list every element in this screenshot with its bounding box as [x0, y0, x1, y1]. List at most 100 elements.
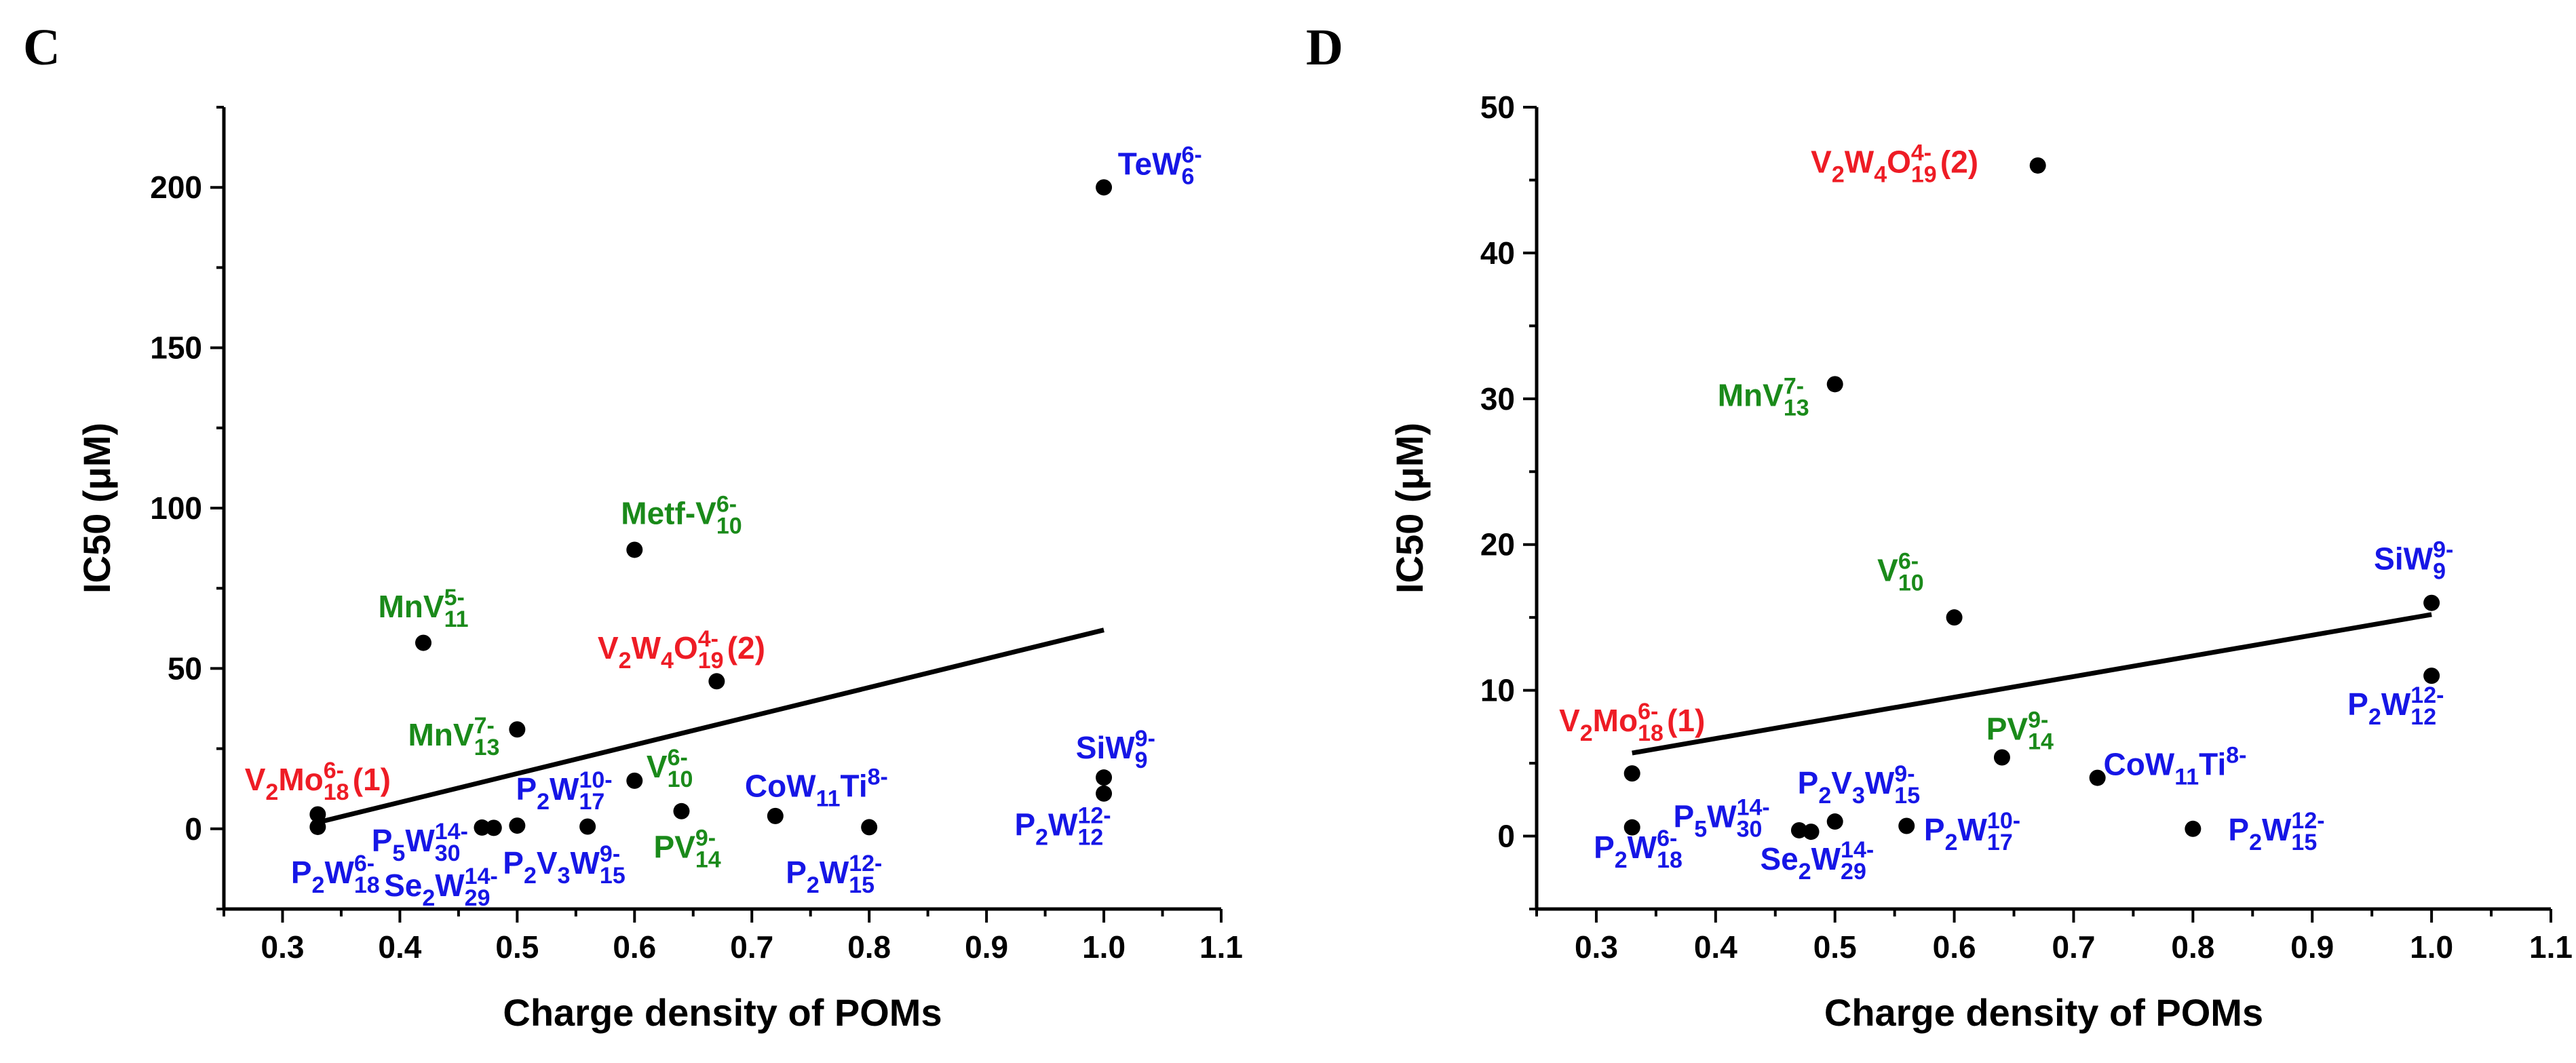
panel-d-x-tick-label: 0.5 [1813, 929, 1857, 965]
panel-c-data-point [309, 818, 326, 835]
panel-c-x-tick-label: 0.3 [261, 929, 304, 965]
panel-c-data-point [626, 772, 643, 789]
panel-c-data-point [579, 818, 596, 835]
panel-d-point-label: P2W1212- [2347, 682, 2444, 730]
panel-c-x-tick-label: 0.8 [847, 929, 891, 965]
panel-d-x-tick-label: 1.1 [2529, 929, 2573, 965]
panel-d-x-tick-label: 0.3 [1575, 929, 1618, 965]
panel-d-data-point [1898, 817, 1915, 834]
panel-c-point-label: V2W4O194- (2) [598, 626, 765, 674]
panel-d-y-tick-label: 0 [1497, 819, 1515, 854]
panel-c-data-point [708, 673, 725, 690]
panel-c-x-tick-label: 0.6 [613, 929, 656, 965]
panel-c-point-label: Metf-V106- [621, 492, 742, 539]
panel-d-data-point [1623, 819, 1640, 836]
panel-d-point-label: P5W3014- [1674, 795, 1770, 843]
panel-c-data-point [767, 807, 784, 824]
panel-c-x-tick-label: 0.5 [495, 929, 539, 965]
panel-d-y-tick-label: 50 [1480, 90, 1515, 125]
panel-c-point-label: P2W1212- [1014, 803, 1111, 850]
panel-d-point-label: P2W1512- [2228, 808, 2324, 855]
panel-c-x-tick-label: 0.9 [965, 929, 1008, 965]
panel-c-x-axis-title: Charge density of POMs [503, 991, 942, 1034]
panel-d-point-label: V2W4O194- (2) [1811, 140, 1978, 188]
panel-d-y-tick-label: 10 [1480, 673, 1515, 708]
panel-c-point-label: MnV115- [378, 585, 468, 632]
panel-c-point-label: P2V3W159- [503, 841, 625, 889]
panel-d-data-point [2423, 668, 2440, 684]
panel-d-x-tick-label: 0.7 [2052, 929, 2095, 965]
panel-d-data-point [1826, 376, 1843, 393]
panel-d-x-tick-label: 0.6 [1933, 929, 1976, 965]
panel-c-data-point [485, 819, 502, 836]
panel-c-y-tick-label: 50 [168, 651, 202, 686]
panel-c-point-label: V2Mo186- (1) [245, 758, 391, 805]
panel-c-data-point [509, 817, 526, 834]
panel-c-point-label: TeW66- [1118, 142, 1202, 189]
panel-c-point-label: V106- [647, 745, 693, 792]
panel-c-data-point [1096, 769, 1113, 786]
panel-d-y-tick-label: 20 [1480, 527, 1515, 562]
panel-c-point-label: MnV137- [408, 713, 499, 760]
panel-c-y-tick-label: 0 [185, 811, 202, 847]
panel-c-y-tick-label: 100 [150, 490, 202, 526]
panel-d-fit-line [1632, 612, 2432, 756]
panel-d-data-point [1623, 765, 1640, 782]
panel-d-point-label: V2Mo186- (1) [1559, 699, 1705, 746]
panel-d-point-label: PV149- [1986, 708, 2054, 755]
panel-c-data-point [1096, 179, 1113, 196]
panel-d-point-label: Se2W2914- [1760, 837, 1874, 885]
panel-d-point-label: CoW11Ti8- [2103, 742, 2246, 790]
panel-c-point-label: PV149- [654, 825, 721, 872]
panel-c-point-label: SiW99- [1076, 726, 1155, 773]
panel-c-point-label: P2W1512- [786, 851, 882, 898]
panel-d-data-point [2089, 769, 2106, 786]
panel-d-x-tick-label: 0.9 [2290, 929, 2334, 965]
panel-c-data-point [673, 803, 690, 819]
panel-d-letter: D [1306, 19, 1343, 76]
panel-c-point-label: P2W186- [291, 851, 380, 898]
panel-c-point-label: P2W1710- [516, 767, 612, 815]
panel-d-point-label: MnV137- [1718, 374, 1809, 421]
panel-c-y-tick-label: 150 [150, 330, 202, 366]
panel-d-data-point [1803, 824, 1820, 840]
panel-d-chart: D 0.3 0.4 0.5 0.6 0.7 0.8 0.9 1.0 1.1 0 10 20 30 40 50… [1306, 19, 2573, 1034]
panel-c-data-point [1096, 785, 1113, 802]
panel-d-x-tick-label: 0.8 [2171, 929, 2214, 965]
panel-c-point-label: P5W3014- [372, 819, 468, 866]
panel-d-y-tick-label: 30 [1480, 381, 1515, 417]
panel-c-data-point [309, 806, 326, 823]
panel-c-y-axis-title: IC50 (μM) [75, 423, 118, 594]
panel-c-letter: C [23, 19, 60, 76]
panel-d-point-label: P2V3W159- [1798, 761, 1920, 809]
panel-c-chart: C 0.3 0.4 0.5 0.6 0.7 0.8 0.9 1.0 1.1 0 50 100 150 20… [23, 19, 1243, 1034]
panel-d-data-point [2185, 820, 2202, 837]
panel-c-point-label: CoW11Ti8- [745, 765, 888, 812]
panel-d-data-point [1993, 749, 2010, 766]
panel-d-point-label: P2W186- [1594, 826, 1683, 873]
panel-c-x-tick-label: 1.0 [1082, 929, 1126, 965]
panel-c-fit-line [317, 627, 1104, 825]
panel-c-x-tick-label: 1.1 [1199, 929, 1243, 965]
panel-d-y-tick-label: 40 [1480, 235, 1515, 271]
panel-d-point-label: V106- [1877, 548, 1924, 596]
panel-c-data-point [626, 541, 643, 558]
panel-c-data-point [415, 634, 431, 651]
panel-c-y-tick-label: 200 [150, 170, 202, 205]
panel-d-data-point [1946, 609, 1963, 626]
panel-c-x-tick-label: 0.4 [378, 929, 421, 965]
panel-d-point-label: P2W1710- [1924, 808, 2020, 855]
panel-d-data-point [1826, 813, 1843, 830]
panel-d-data-point [2029, 157, 2046, 174]
panel-c-data-point [509, 721, 526, 738]
panel-c-x-tick-label: 0.7 [730, 929, 773, 965]
panel-d-x-tick-label: 1.0 [2410, 929, 2453, 965]
panel-c-point-label: Se2W2914- [384, 864, 498, 911]
panel-c-data-point [474, 819, 491, 836]
panel-d-y-axis-title: IC50 (μM) [1388, 423, 1431, 594]
panel-d-data-point [2423, 594, 2440, 611]
panel-d-x-axis-title: Charge density of POMs [1824, 991, 2263, 1034]
panel-c-data-point [861, 819, 878, 836]
panel-d-x-tick-label: 0.4 [1694, 929, 1737, 965]
